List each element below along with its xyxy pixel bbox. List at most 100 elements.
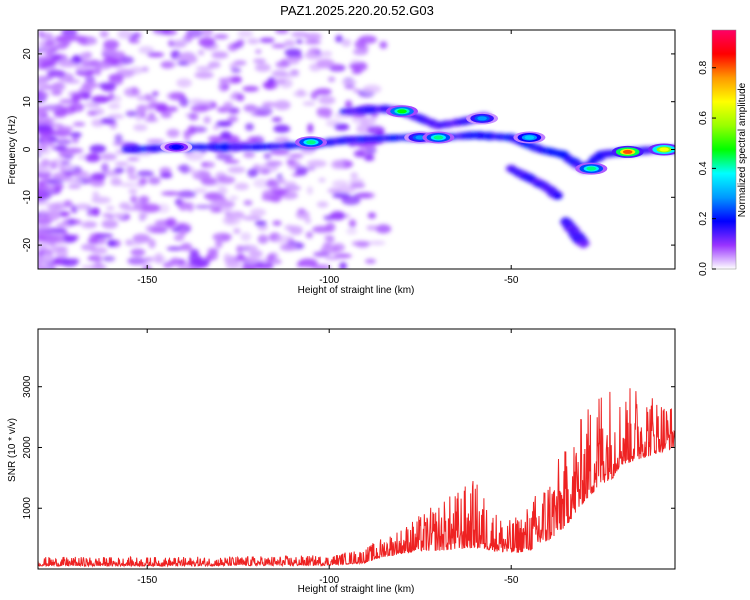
noise-blob xyxy=(47,202,62,212)
noise-blob xyxy=(201,30,213,37)
noise-blob xyxy=(224,211,232,217)
noise-blob xyxy=(38,200,50,206)
noise-blob xyxy=(243,104,258,112)
noise-blob xyxy=(99,30,109,38)
noise-blob xyxy=(38,106,47,116)
noise-blob xyxy=(262,101,276,108)
peak-mark xyxy=(415,135,426,140)
noise-blob xyxy=(350,172,359,179)
noise-blob xyxy=(143,93,152,102)
noise-blob xyxy=(353,150,366,158)
spectrogram-noise xyxy=(38,30,392,269)
noise-blob xyxy=(259,168,271,175)
noise-blob xyxy=(295,165,309,175)
noise-blob xyxy=(332,243,346,252)
noise-blob xyxy=(167,39,175,47)
x-tick-label: -100 xyxy=(319,275,339,286)
noise-blob xyxy=(173,234,185,242)
noise-blob xyxy=(179,164,190,174)
noise-blob xyxy=(50,89,63,96)
noise-blob xyxy=(71,93,81,103)
noise-blob xyxy=(137,151,152,156)
peak-mark xyxy=(433,135,444,140)
noise-blob xyxy=(273,124,291,133)
noise-blob xyxy=(247,38,260,45)
noise-blob xyxy=(38,75,53,82)
noise-blob xyxy=(93,61,112,70)
noise-blob xyxy=(213,34,229,40)
noise-blob xyxy=(55,42,68,50)
noise-blob xyxy=(237,30,254,38)
noise-blob xyxy=(296,39,303,44)
noise-blob xyxy=(318,95,336,105)
noise-blob xyxy=(194,204,213,209)
noise-blob xyxy=(161,61,174,69)
noise-blob xyxy=(177,190,197,198)
colorbar-tick-label: 0.0 xyxy=(698,262,709,276)
noise-blob xyxy=(160,111,172,119)
noise-blob xyxy=(176,78,192,88)
y-tick-label: 3000 xyxy=(22,375,33,398)
noise-blob xyxy=(349,178,364,184)
noise-blob xyxy=(215,120,233,127)
noise-blob xyxy=(354,39,366,50)
noise-blob xyxy=(38,184,50,190)
spectrogram-x-ticks: -150 -100 -50 xyxy=(137,30,519,286)
noise-blob xyxy=(247,136,258,144)
noise-blob xyxy=(254,262,274,269)
noise-blob xyxy=(108,102,121,110)
noise-blob xyxy=(120,56,135,65)
noise-blob xyxy=(223,253,231,261)
noise-blob xyxy=(236,93,245,102)
noise-blob xyxy=(211,51,229,59)
noise-blob xyxy=(101,162,109,173)
noise-blob xyxy=(276,136,290,143)
noise-blob xyxy=(63,147,84,154)
noise-blob xyxy=(123,87,141,97)
noise-blob xyxy=(80,53,92,60)
y-tick-label: 1000 xyxy=(22,497,33,520)
noise-blob xyxy=(360,117,377,126)
noise-blob xyxy=(70,258,80,265)
colorbar-gradient xyxy=(711,29,737,270)
noise-blob xyxy=(179,227,188,236)
noise-blob xyxy=(106,205,115,211)
noise-blob xyxy=(277,177,286,184)
noise-blob xyxy=(67,35,88,41)
noise-blob xyxy=(87,110,98,116)
noise-blob xyxy=(46,69,66,78)
noise-blob xyxy=(84,75,96,84)
snr-panel: -150 -100 -50 1000 2000 3000 Height of strai… xyxy=(7,328,676,595)
noise-blob xyxy=(85,154,101,163)
noise-blob xyxy=(103,39,120,50)
noise-blob xyxy=(51,123,64,129)
x-tick-label: -50 xyxy=(504,275,519,286)
noise-blob xyxy=(339,262,347,269)
noise-blob xyxy=(180,242,193,252)
noise-blob xyxy=(126,165,136,176)
noise-blob xyxy=(172,39,187,49)
noise-blob xyxy=(112,95,122,103)
noise-blob xyxy=(218,82,230,92)
noise-blob xyxy=(57,211,71,217)
noise-blob xyxy=(141,66,149,73)
noise-blob xyxy=(80,221,98,229)
noise-blob xyxy=(38,92,49,100)
noise-blob xyxy=(265,179,280,189)
noise-blob xyxy=(119,182,138,187)
noise-blob xyxy=(118,202,131,210)
noise-blob xyxy=(254,63,271,72)
noise-blob xyxy=(91,95,111,104)
noise-blob xyxy=(141,203,161,213)
peak-mark xyxy=(477,116,487,121)
ridge-blob xyxy=(552,193,563,200)
noise-blob xyxy=(242,215,262,221)
noise-blob xyxy=(352,48,368,56)
noise-blob xyxy=(38,215,47,220)
noise-blob xyxy=(212,200,223,206)
noise-blob xyxy=(152,30,172,35)
noise-blob xyxy=(188,112,199,121)
y-tick-label: 0 xyxy=(22,146,33,152)
noise-blob xyxy=(269,149,290,156)
peak-mark xyxy=(659,147,669,152)
